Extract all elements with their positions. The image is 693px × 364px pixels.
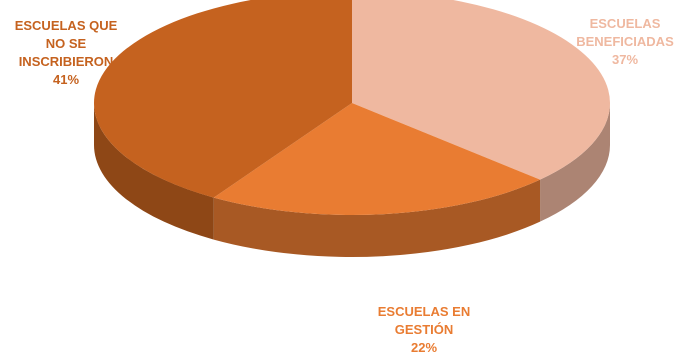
pie-slice-label-line: ESCUELAS [590,16,661,31]
pie-slice-label-3: ESCUELAS QUE NO SE INSCRIBIERON 41% [15,18,118,87]
pie-slice-side-1 [540,103,610,222]
pie-slice-label-line: GESTIÓN [395,322,454,337]
pie-slice-label-line: BENEFICIADAS [576,34,674,49]
pie-slice-3 [94,0,352,198]
pie-slice-label-line: INSCRIBIERON [19,54,114,69]
pie-slice-label-line: ESCUELAS EN [378,304,470,319]
pie-slice-1 [352,0,610,180]
pie-slice-label-line: NO SE [46,36,87,51]
pie-slice-side-3 [93,103,214,240]
pie-slice-2 [213,103,541,216]
pie-slice-side-2 [213,179,541,258]
pie-slice-label-line: ESCUELAS QUE [15,18,118,33]
pie-slice-label-1: ESCUELAS BENEFICIADAS 37% [576,16,674,67]
pie-slice-value-1: 37% [612,52,638,67]
pie-slice-label-2: ESCUELAS EN GESTIÓN 22% [378,304,470,355]
pie-slice-value-3: 41% [53,72,79,87]
pie-slice-value-2: 22% [411,340,437,355]
